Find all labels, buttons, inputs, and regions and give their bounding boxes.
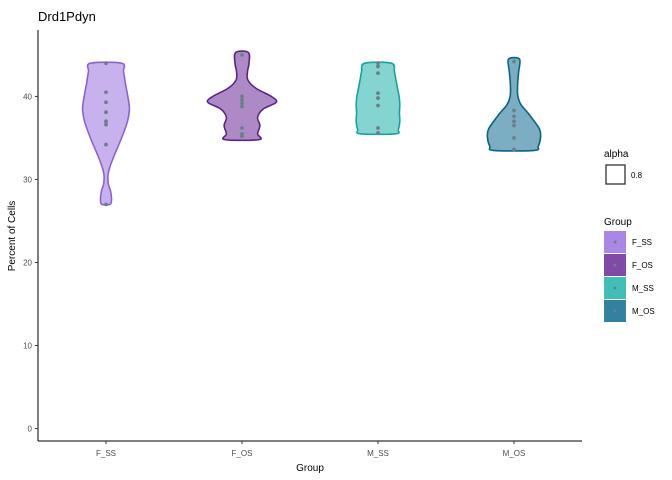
data-point xyxy=(376,96,380,100)
data-point xyxy=(104,119,108,124)
legend-alpha-title: alpha xyxy=(604,149,629,160)
y-tick-label: 20 xyxy=(23,258,32,267)
legend-key-point xyxy=(613,263,617,267)
data-point xyxy=(240,53,244,57)
legend-label: M_SS xyxy=(632,284,654,293)
data-point xyxy=(104,61,108,66)
data-point xyxy=(104,142,108,147)
data-point xyxy=(512,108,516,113)
x-axis-ticks: F_SS F_OS M_SS M_OS xyxy=(96,441,525,458)
y-axis-ticks: 0 10 20 30 40 xyxy=(23,92,38,434)
data-point xyxy=(104,202,108,207)
data-point xyxy=(240,94,244,99)
chart-title: Drd1Pdyn xyxy=(38,9,96,24)
legend-alpha: alpha 0.8 xyxy=(604,149,643,185)
x-tick-label: F_OS xyxy=(232,449,253,458)
x-tick-label: M_OS xyxy=(503,449,526,458)
legend-group-title: Group xyxy=(604,217,632,228)
data-point xyxy=(512,147,516,152)
data-point xyxy=(240,97,244,102)
legend-label: M_OS xyxy=(632,307,655,316)
legend-key-point xyxy=(613,286,617,290)
data-point xyxy=(376,91,380,96)
data-point xyxy=(376,61,380,66)
data-point xyxy=(104,90,108,95)
legend-alpha-key xyxy=(605,164,626,185)
data-point xyxy=(512,119,516,124)
data-point xyxy=(376,71,380,76)
violin-m-os xyxy=(486,56,542,152)
data-point xyxy=(240,131,244,136)
legend-alpha-label: 0.8 xyxy=(631,171,643,180)
x-tick-label: M_SS xyxy=(367,449,389,458)
y-tick-label: 40 xyxy=(23,92,32,101)
legend-label: F_OS xyxy=(632,261,653,270)
data-point xyxy=(240,104,244,109)
legend-key-point xyxy=(613,240,617,244)
legend-label: F_SS xyxy=(632,238,652,247)
violin-f-ss xyxy=(81,61,131,206)
data-point xyxy=(376,103,380,108)
data-point xyxy=(376,64,380,69)
y-tick-label: 10 xyxy=(23,342,32,351)
y-axis-title: Percent of Cells xyxy=(7,201,18,272)
y-tick-label: 0 xyxy=(28,425,33,434)
data-point xyxy=(240,101,244,105)
data-point xyxy=(512,136,516,140)
plot-area xyxy=(81,50,542,207)
x-axis-title: Group xyxy=(296,463,324,474)
data-point xyxy=(512,123,516,128)
data-point xyxy=(512,114,516,119)
legend-group: Group F_SS F_OS M_SS M_OS xyxy=(604,217,655,322)
data-point xyxy=(104,100,108,105)
y-tick-label: 30 xyxy=(23,175,32,184)
data-point xyxy=(104,110,108,115)
x-tick-label: F_SS xyxy=(96,449,116,458)
data-point xyxy=(240,126,244,130)
data-point xyxy=(104,122,108,127)
data-point xyxy=(376,131,380,135)
data-point xyxy=(376,126,380,130)
data-point xyxy=(512,59,516,64)
legend-key-point xyxy=(613,309,617,313)
